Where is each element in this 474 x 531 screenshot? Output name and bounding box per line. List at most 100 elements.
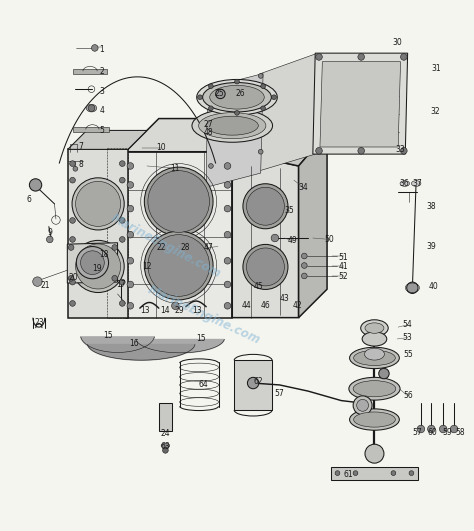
Polygon shape (68, 149, 128, 318)
Text: MarineEngine.com: MarineEngine.com (109, 212, 223, 281)
Polygon shape (232, 118, 265, 318)
Ellipse shape (365, 444, 384, 463)
Text: 3: 3 (100, 87, 104, 96)
Text: 53: 53 (403, 333, 412, 342)
Text: MarineEngine.com: MarineEngine.com (146, 284, 262, 347)
Circle shape (450, 425, 458, 433)
Circle shape (112, 276, 118, 281)
Ellipse shape (243, 244, 288, 289)
Ellipse shape (246, 248, 284, 286)
Ellipse shape (72, 178, 124, 230)
Ellipse shape (75, 182, 120, 226)
Text: 61: 61 (344, 469, 353, 478)
Polygon shape (260, 53, 318, 170)
Ellipse shape (353, 381, 396, 397)
Circle shape (70, 301, 75, 306)
Text: 37: 37 (412, 179, 422, 189)
Circle shape (258, 73, 263, 78)
Circle shape (112, 245, 118, 250)
Polygon shape (331, 467, 418, 479)
Ellipse shape (400, 181, 410, 186)
Text: 15: 15 (197, 333, 206, 342)
Ellipse shape (86, 104, 97, 112)
Circle shape (68, 245, 74, 250)
Circle shape (301, 253, 307, 259)
Ellipse shape (356, 399, 369, 411)
Circle shape (224, 281, 231, 288)
Ellipse shape (349, 378, 400, 400)
Circle shape (127, 205, 134, 212)
Text: 19: 19 (92, 264, 102, 273)
Text: 5: 5 (100, 126, 104, 135)
Circle shape (209, 164, 213, 168)
Circle shape (119, 161, 125, 166)
Circle shape (172, 302, 179, 310)
Circle shape (73, 166, 78, 171)
Circle shape (409, 471, 414, 475)
Ellipse shape (197, 80, 277, 115)
Circle shape (235, 79, 239, 84)
Circle shape (428, 425, 435, 433)
Circle shape (70, 177, 75, 183)
Circle shape (88, 105, 95, 112)
Circle shape (224, 162, 231, 169)
Text: 58: 58 (455, 428, 465, 437)
Polygon shape (126, 118, 265, 152)
Text: 50: 50 (325, 235, 334, 244)
Text: 54: 54 (403, 320, 412, 329)
Ellipse shape (202, 82, 271, 112)
Text: 38: 38 (427, 202, 436, 211)
Text: 35: 35 (284, 207, 294, 216)
Text: 59: 59 (442, 428, 452, 437)
Polygon shape (126, 152, 232, 318)
Ellipse shape (145, 167, 213, 236)
Ellipse shape (243, 184, 288, 229)
Text: 33: 33 (396, 145, 405, 154)
Ellipse shape (379, 369, 389, 379)
Circle shape (68, 276, 74, 281)
Ellipse shape (75, 244, 120, 289)
Polygon shape (232, 118, 327, 166)
Circle shape (127, 162, 134, 169)
Text: 56: 56 (404, 391, 413, 400)
Text: 32: 32 (430, 107, 440, 116)
Circle shape (401, 148, 407, 154)
Circle shape (29, 179, 42, 191)
Circle shape (439, 425, 447, 433)
Bar (234, 361, 272, 410)
Polygon shape (313, 53, 408, 154)
Circle shape (127, 281, 134, 288)
Circle shape (119, 218, 125, 224)
Circle shape (127, 232, 134, 238)
Text: 64: 64 (199, 380, 209, 389)
Text: 31: 31 (431, 64, 441, 73)
Circle shape (358, 54, 365, 60)
Circle shape (271, 234, 279, 242)
Text: 23: 23 (34, 318, 44, 327)
Polygon shape (206, 73, 263, 187)
Ellipse shape (192, 109, 273, 142)
Polygon shape (299, 133, 327, 318)
Text: 13: 13 (140, 306, 149, 315)
Circle shape (316, 148, 322, 154)
Circle shape (407, 282, 418, 294)
Circle shape (235, 110, 239, 115)
Circle shape (353, 471, 358, 475)
Circle shape (33, 277, 42, 286)
Text: 48: 48 (204, 129, 213, 138)
Ellipse shape (148, 235, 210, 296)
Circle shape (70, 279, 75, 285)
Text: 15: 15 (103, 331, 113, 340)
Text: 52: 52 (339, 272, 348, 281)
Circle shape (224, 232, 231, 238)
Circle shape (258, 149, 263, 154)
Text: 7: 7 (78, 142, 83, 151)
Ellipse shape (161, 443, 170, 448)
Circle shape (119, 279, 125, 285)
Text: 47: 47 (204, 243, 213, 252)
Text: 26: 26 (236, 89, 246, 98)
Circle shape (301, 273, 307, 279)
Text: 24: 24 (160, 429, 170, 438)
Text: 41: 41 (339, 262, 348, 271)
Circle shape (316, 54, 322, 60)
